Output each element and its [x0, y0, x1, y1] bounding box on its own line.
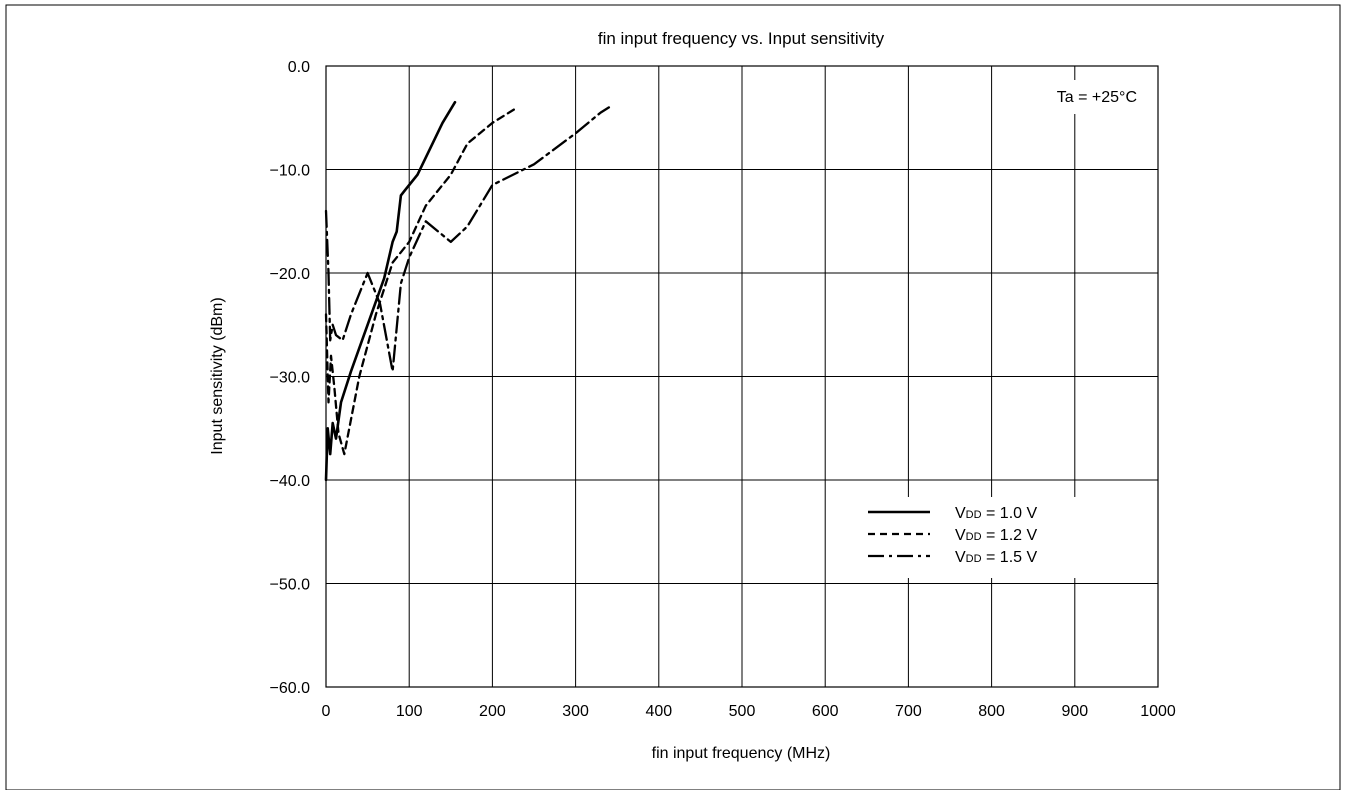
y-tick-label: −60.0	[270, 680, 311, 697]
x-tick-label: 500	[729, 703, 756, 720]
y-axis-label: Input sensitivity (dBm)	[209, 297, 226, 454]
x-tick-label: 1000	[1140, 703, 1176, 720]
legend: VDD = 1.0 V VDD = 1.2 V VDD = 1.5 V	[855, 497, 1092, 578]
x-tick-labels: 0 100 200 300 400 500 600 700 800 900 1000	[322, 703, 1176, 720]
x-axis-label: fin input frequency (MHz)	[652, 745, 831, 762]
y-tick-label: −30.0	[270, 370, 311, 387]
legend-background	[855, 497, 1092, 578]
y-tick-label: −20.0	[270, 266, 311, 283]
x-tick-label: 0	[322, 703, 331, 720]
series-line-vdd-15	[324, 106, 611, 373]
legend-entry-label: VDD = 1.0 V	[955, 505, 1037, 522]
y-tick-label: −10.0	[270, 163, 311, 180]
y-tick-label: 0.0	[288, 59, 310, 76]
series-line-vdd-10	[324, 100, 457, 482]
x-tick-label: 900	[1061, 703, 1088, 720]
x-tick-label: 800	[978, 703, 1005, 720]
series-line-vdd-12	[324, 106, 519, 456]
annotation-background	[1002, 80, 1150, 114]
plot-area-border	[325, 65, 1159, 688]
figure-frame	[5, 4, 1341, 790]
x-tick-label: 300	[562, 703, 589, 720]
x-tick-label: 400	[645, 703, 672, 720]
y-tick-label: −50.0	[270, 577, 311, 594]
legend-entry-label: VDD = 1.2 V	[955, 527, 1037, 544]
y-tick-labels: 0.0 −10.0 −20.0 −30.0 −40.0 −50.0 −60.0	[270, 59, 311, 697]
annotation-box: Ta = +25°C	[1002, 80, 1150, 114]
x-tick-label: 600	[812, 703, 839, 720]
y-tick-label: −40.0	[270, 473, 311, 490]
x-tick-label: 700	[895, 703, 922, 720]
chart-title: fin input frequency vs. Input sensitivit…	[598, 29, 885, 48]
temperature-annotation: Ta = +25°C	[1057, 89, 1137, 106]
x-tick-label: 200	[479, 703, 506, 720]
series-lines	[324, 100, 611, 482]
legend-entry-label: VDD = 1.5 V	[955, 549, 1037, 566]
x-tick-label: 100	[396, 703, 423, 720]
